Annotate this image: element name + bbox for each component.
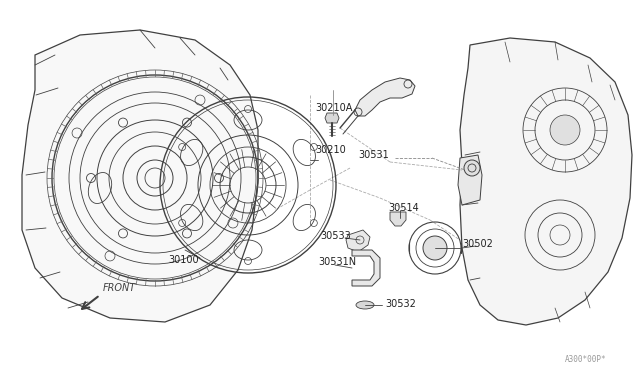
Text: 30514: 30514 [388,203,419,213]
Polygon shape [460,38,632,325]
Text: 30533: 30533 [320,231,351,241]
Circle shape [550,115,580,145]
Polygon shape [352,250,380,286]
Circle shape [423,236,447,260]
Polygon shape [325,113,339,123]
Text: 30210A: 30210A [315,103,353,113]
Polygon shape [458,155,482,205]
Circle shape [464,160,480,176]
Polygon shape [355,78,415,116]
Text: 30532: 30532 [385,299,416,309]
Text: A300*00P*: A300*00P* [565,356,607,365]
Text: 30531N: 30531N [318,257,356,267]
Text: FRONT: FRONT [103,283,136,293]
Text: 30100: 30100 [168,255,198,265]
Polygon shape [346,230,370,252]
Text: 30210: 30210 [315,145,346,155]
Ellipse shape [356,301,374,309]
Polygon shape [22,30,258,322]
Text: 30531: 30531 [358,150,388,160]
Text: 30502: 30502 [462,239,493,249]
Polygon shape [390,212,406,226]
